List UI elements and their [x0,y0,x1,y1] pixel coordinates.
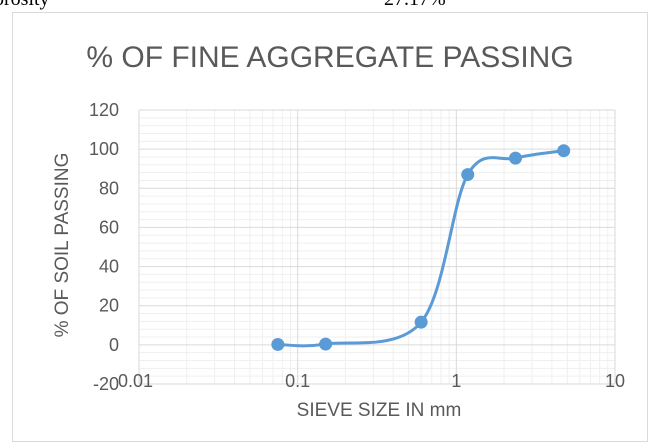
porosity-label: orosity [0,0,50,11]
data-point [319,337,333,351]
y-tick-label: 80 [99,178,119,198]
major-gridlines [138,109,616,385]
y-tick-label: 40 [99,257,119,277]
y-tick-label: -20 [93,374,119,394]
y-tick-label: 120 [89,100,119,120]
data-point [509,151,523,165]
x-tick-label: 0.1 [285,371,310,391]
y-tick-label: 60 [99,217,119,237]
data-point [461,168,475,182]
document-text-line: orosity 27.17% [0,0,652,12]
points-layer [271,144,571,351]
y-tick-label: 100 [89,139,119,159]
x-tick-label: 10 [605,371,625,391]
chart-title: % OF FINE AGGREGATE PASSING [86,41,573,74]
data-point [271,337,285,351]
minor-gridlines [139,110,615,384]
y-tick-labels: -20 0 20 40 60 80 100 120 [89,100,119,394]
x-tick-label: 0.01 [118,371,153,391]
y-tick-label: 0 [109,335,119,355]
y-tick-label: 20 [99,296,119,316]
x-tick-labels: 0.01 0.1 1 10 [118,371,625,391]
data-point [557,144,571,158]
porosity-value: 27.17% [384,0,446,11]
data-point [414,315,428,329]
y-axis-title: % OF SOIL PASSING [52,153,73,338]
x-tick-label: 1 [451,371,461,391]
x-axis-title: SIEVE SIZE IN mm [297,400,462,421]
